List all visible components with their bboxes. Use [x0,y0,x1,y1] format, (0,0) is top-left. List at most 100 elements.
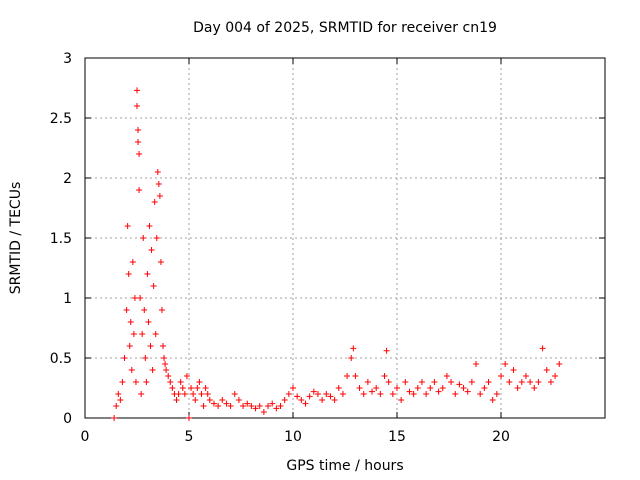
y-tick-label: 0.5 [50,351,72,367]
data-point [327,393,334,400]
data-point [460,385,467,391]
data-point [344,373,351,379]
data-point [439,385,446,391]
x-tick-label: 20 [492,429,510,445]
x-tick-labels: 0 5 10 15 20 [81,429,510,445]
data-point [335,385,342,391]
data-point [165,373,172,379]
data-point [177,379,184,385]
data-point [154,169,161,175]
data-point [156,193,163,199]
data-point [294,393,301,400]
data-point [402,379,409,385]
data-point [130,331,137,337]
data-point [281,397,288,403]
data-point [527,379,534,385]
data-point [256,403,263,409]
data-point [150,283,157,289]
data-point [169,385,176,391]
data-point [452,391,459,397]
data-point [124,223,131,229]
data-point [119,379,126,385]
data-point [198,391,205,397]
data-point [134,103,140,109]
y-tick-label: 2.5 [50,111,72,127]
data-point [136,187,143,193]
y-tick-label: 2 [63,171,72,187]
data-point [223,400,230,407]
data-point [485,379,492,385]
data-point [319,397,326,403]
data-point [158,307,165,313]
data-point [383,347,390,354]
data-point [204,391,211,397]
data-point [389,391,396,397]
data-point [143,379,150,385]
data-point [456,381,463,388]
data-point [514,385,521,391]
data-point [173,397,180,403]
data-point [339,391,346,397]
data-point [117,397,124,403]
y-axis-label: SRMTID / TECUs [8,182,24,295]
data-point [148,247,155,253]
y-tick-labels: 0 0.5 1 1.5 2 2.5 3 [50,51,72,427]
data-point [186,415,192,421]
data-point [435,388,442,395]
data-point [298,397,305,403]
data-point [147,343,154,349]
data-point [163,367,170,373]
data-point [489,397,496,403]
data-point [235,397,242,403]
x-axis-label: GPS time / hours [286,458,403,474]
data-point [126,343,133,349]
data-point [531,385,538,391]
data-point [493,391,500,397]
x-tick-label: 15 [388,429,406,445]
data-point [129,259,136,265]
data-point [468,379,475,385]
data-point [502,361,509,367]
data-point [510,367,517,373]
data-point [350,345,357,352]
data-point [123,307,130,313]
data-point [144,271,151,277]
data-point [265,403,272,409]
data-point [543,367,550,373]
data-point [183,373,190,379]
data-point [121,355,128,361]
data-point [125,271,132,277]
data-point [348,355,355,361]
data-point [377,391,384,397]
data-point [244,400,251,407]
data-point [188,385,195,391]
data-point [113,403,120,409]
data-point [131,295,138,301]
data-point [194,385,201,391]
data-point [481,385,488,391]
data-point [518,379,525,385]
data-point [139,331,146,337]
x-tick-label: 5 [185,429,194,445]
data-point [394,385,400,391]
data-point [196,379,203,385]
data-point [111,415,118,421]
data-point [248,403,255,409]
data-point [162,361,169,367]
data-point [498,373,504,379]
data-point [381,373,388,379]
data-point [153,235,160,241]
data-point [227,403,234,409]
data-point [269,400,276,407]
data-point [352,373,359,379]
data-point [175,391,182,397]
data-point [356,385,363,391]
data-point [427,385,434,391]
data-point [137,295,144,301]
data-point [240,403,247,409]
data-point [477,391,484,397]
data-point [136,151,143,157]
data-point [506,379,513,385]
data-point [167,379,174,385]
